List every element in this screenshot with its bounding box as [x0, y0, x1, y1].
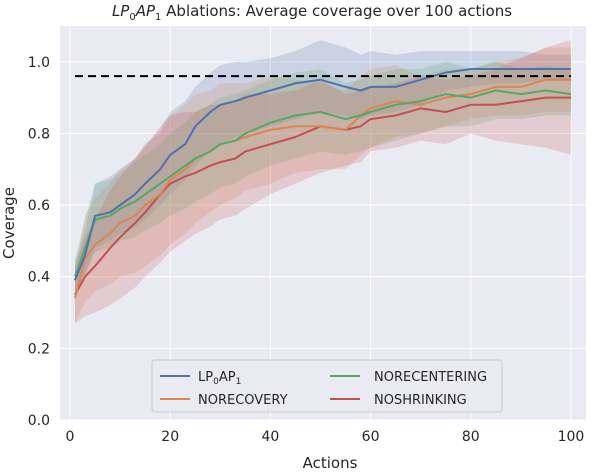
legend-ap: AP — [219, 370, 236, 385]
title-sub1: 0 — [129, 12, 135, 23]
title-ap: AP — [135, 2, 156, 20]
legend: LP0AP1 NORECOVERY NORECENTERING NOSHRINK… — [151, 359, 503, 413]
legend-box — [151, 359, 503, 413]
legend-sub1: 1 — [236, 377, 242, 387]
legend-lp: LP — [198, 370, 213, 385]
legend-label-norecentering: NORECENTERING — [374, 370, 487, 385]
legend-sub0: 0 — [213, 377, 219, 387]
y-tick-label: 1.0 — [28, 55, 50, 71]
x-tick-label: 100 — [558, 429, 585, 445]
line-series-3 — [74, 96, 571, 296]
line-series-2 — [74, 89, 572, 278]
y-tick-label: 0.4 — [28, 270, 50, 286]
x-tick-label: 80 — [462, 429, 480, 445]
legend-label-noshrinking: NOSHRINKING — [374, 393, 467, 408]
band-series-0 — [75, 40, 571, 299]
x-tick-label: 0 — [66, 429, 75, 445]
x-axis-label: Actions — [303, 454, 358, 472]
x-tick-labels: 0 20 40 60 80 100 — [66, 429, 585, 445]
grid — [60, 26, 586, 421]
x-tick-label: 20 — [161, 429, 179, 445]
x-tick-label: 40 — [261, 429, 279, 445]
legend-label-norecovery: NORECOVERY — [198, 393, 288, 408]
y-tick-labels: 0.0 0.2 0.4 0.6 0.8 1.0 — [28, 55, 50, 429]
line-series-1 — [74, 78, 571, 299]
chart-title: LP0AP1 Ablations: Average coverage over … — [112, 2, 512, 23]
line-series-0 — [74, 68, 571, 281]
band-series-1 — [75, 47, 571, 324]
title-sub2: 1 — [155, 12, 161, 23]
title-rest: Ablations: Average coverage over 100 act… — [161, 2, 512, 20]
y-tick-label: 0.6 — [28, 198, 50, 214]
y-tick-label: 0.2 — [28, 341, 50, 357]
y-tick-label: 0.8 — [28, 126, 50, 142]
series-lines — [74, 68, 572, 299]
y-tick-label: 0.0 — [28, 413, 50, 429]
legend-label-lp0ap1: LP0AP1 — [198, 370, 241, 387]
band-series-2 — [75, 61, 571, 295]
x-tick-label: 60 — [362, 429, 380, 445]
title-lp: LP — [112, 2, 130, 20]
y-axis-label: Coverage — [0, 187, 18, 259]
